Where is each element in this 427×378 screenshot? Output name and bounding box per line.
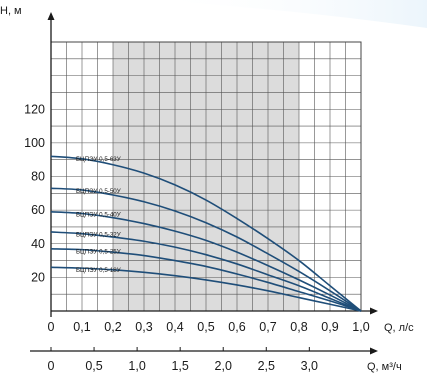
pump-curve-line: [50, 247, 362, 312]
x2-tick-label: 1,0: [128, 359, 145, 373]
series-labels: БЦПЭУ 0,5-63У БЦПЭУ 0,5-50У БЦПЭУ 0,5-40У Б…: [76, 156, 121, 274]
y-axis-arrow: [47, 12, 55, 20]
axes: [30, 12, 378, 355]
series-label: БЦПЭУ 0,5-32У: [76, 231, 121, 238]
x-tick-label: 0,5: [197, 320, 214, 334]
x-tick-labels: 0 0,1 0,2 0,3 0,4 0,5 0,6 0,7 0,8 0,9 1,0: [48, 320, 370, 334]
pump-curve-line: [50, 187, 362, 312]
pump-curve-line: [50, 266, 362, 312]
x-tick-label: 0,8: [290, 320, 307, 334]
x2-tick-label: 0: [48, 359, 55, 373]
x2-tick-label: 2,5: [258, 359, 275, 373]
pump-curve-line: [50, 155, 362, 312]
x2-tick-label: 3,0: [301, 359, 318, 373]
x2-axis-arrow: [370, 347, 378, 355]
pump-curves: [50, 155, 362, 312]
series-label: БЦПЭУ 0,5-40У: [76, 211, 121, 218]
x-tick-label: 0: [48, 320, 55, 334]
x-tick-label: 0,7: [259, 320, 276, 334]
x2-tick-label: 2,0: [215, 359, 232, 373]
y-tick-label: 120: [24, 102, 45, 116]
y-tick-label: 60: [31, 203, 45, 217]
x-axis-arrow: [370, 307, 378, 315]
y-tick-label: 20: [31, 270, 45, 284]
pump-curve-line: [50, 211, 362, 312]
series-label: БЦПЭУ 0,5-50У: [76, 188, 121, 195]
series-label: БЦПЭУ 0,5-63У: [76, 156, 121, 163]
top-accent: [150, 0, 427, 28]
y-axis-label: H, м: [0, 5, 22, 17]
x2-axis-label: Q, м³/ч: [367, 361, 402, 373]
series-label: БЦПЭУ 0,5-18У: [76, 267, 121, 274]
y-tick-label: 100: [24, 136, 45, 150]
x-tick-label: 0,4: [166, 320, 183, 334]
x2-tick-label: 1,5: [171, 359, 188, 373]
x-axis-label: Q, л/с: [384, 322, 414, 334]
series-label: БЦПЭУ 0,5-25У: [76, 248, 121, 255]
x-tick-label: 1,0: [352, 320, 369, 334]
y-tick-label: 80: [31, 170, 45, 184]
y-tick-labels: 20 40 60 80 100 120: [24, 102, 45, 284]
x-tick-label: 0,3: [135, 320, 152, 334]
y-tick-label: 40: [31, 237, 45, 251]
x-tick-label: 0,1: [73, 320, 90, 334]
x2-tick-labels: 0 0,5 1,0 1,5 2,0 2,5 3,0: [48, 347, 318, 373]
x2-tick-label: 0,5: [85, 359, 102, 373]
x-tick-label: 0,6: [228, 320, 245, 334]
x-tick-label: 0,9: [321, 320, 338, 334]
pump-curve-line: [50, 231, 362, 312]
x-tick-label: 0,2: [104, 320, 121, 334]
